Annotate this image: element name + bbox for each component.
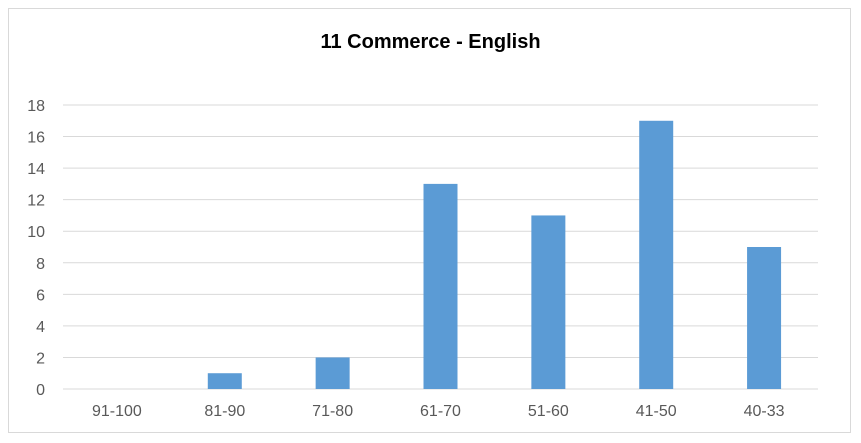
bar-61-70	[423, 183, 458, 389]
bar-51-60	[531, 215, 566, 389]
x-tick-label: 41-50	[636, 403, 677, 420]
x-axis-ticks: 91-100 81-90 71-80 61-70 51-60 41-50 40-33	[92, 403, 785, 420]
y-tick-label: 12	[27, 193, 45, 210]
y-tick-label: 18	[27, 98, 45, 115]
y-tick-label: 4	[36, 319, 45, 336]
x-tick-label: 71-80	[312, 403, 353, 420]
bar-40-33	[747, 247, 782, 389]
y-tick-label: 0	[36, 382, 45, 399]
x-tick-label: 81-90	[204, 403, 245, 420]
x-tick-label: 61-70	[420, 403, 461, 420]
y-tick-label: 6	[36, 287, 45, 304]
y-tick-label: 2	[36, 350, 45, 367]
bar-71-80	[315, 357, 350, 389]
chart-title: 11 Commerce - English	[320, 31, 541, 53]
x-tick-label: 40-33	[744, 403, 785, 420]
bar-41-50	[639, 120, 674, 390]
y-tick-label: 14	[27, 161, 45, 178]
y-axis-ticks: 0 2 4 6 8 10 12 14 16 18	[27, 98, 45, 399]
bars	[207, 120, 782, 390]
y-tick-label: 8	[36, 256, 45, 273]
y-tick-label: 10	[27, 224, 45, 241]
x-tick-label: 51-60	[528, 403, 569, 420]
y-tick-label: 16	[27, 130, 45, 147]
x-tick-label: 91-100	[92, 403, 142, 420]
bar-81-90	[207, 373, 242, 389]
